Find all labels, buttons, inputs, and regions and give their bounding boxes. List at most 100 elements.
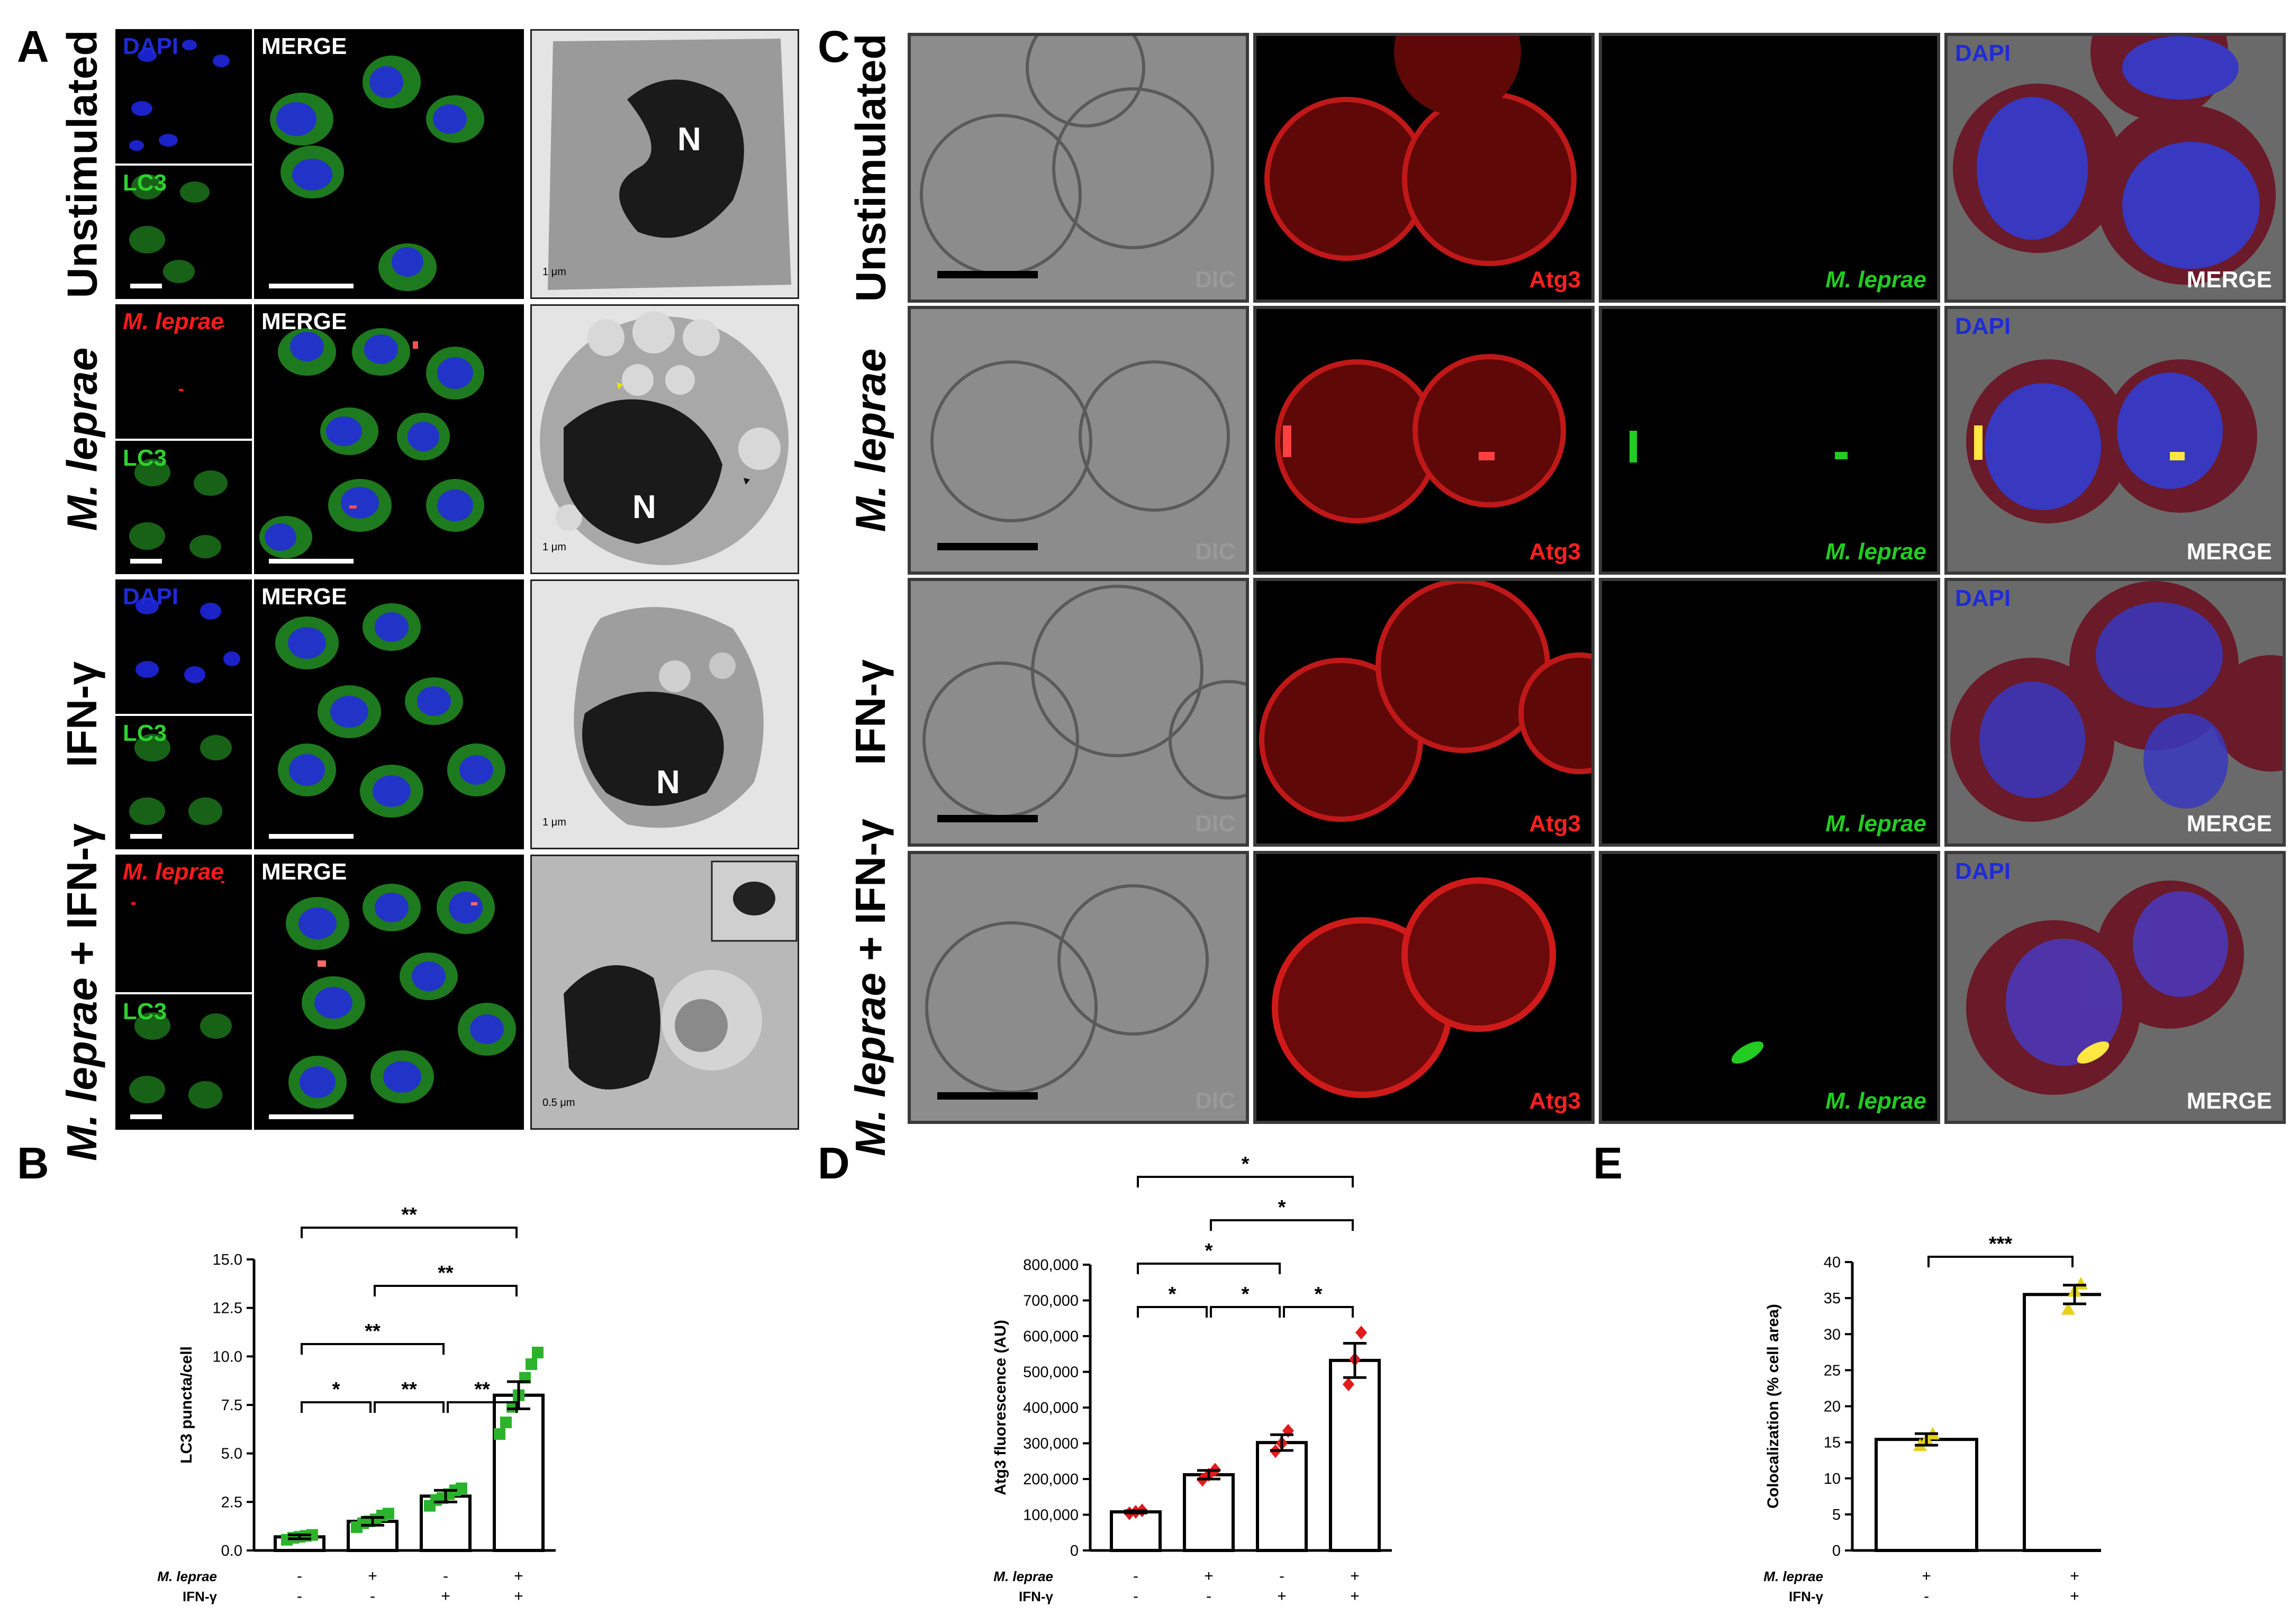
c-unstim-atg3: Atg3	[1253, 33, 1595, 303]
scale-bar	[937, 543, 1038, 550]
a-ml-red-tile: M. leprae	[115, 304, 252, 439]
significance-bracket	[447, 1401, 518, 1413]
significance-bracket	[374, 1285, 518, 1296]
significance-bracket	[374, 1401, 445, 1413]
significance-label: **	[401, 1378, 417, 1401]
row-label-mleprae-ifng: M. leprae + IFN-γ	[847, 819, 894, 1156]
c-ifn-merge: DAPI MERGE	[1944, 578, 2286, 847]
condition-row-label: IFN-γ	[1789, 1589, 1824, 1604]
significance-label: *	[1242, 1153, 1250, 1175]
merge-label: MERGE	[2186, 267, 2272, 293]
significance-label: *	[1315, 1283, 1323, 1305]
merge-image	[270, 56, 484, 291]
nuclei-image	[135, 597, 240, 683]
bar	[1329, 1358, 1381, 1552]
chart-e: 0 5 10 15 20 25 30 35 40 Colocalization (% cell a…	[1731, 1138, 2126, 1614]
mleprae-label: M. leprae	[123, 309, 224, 334]
y-tick-label: 25	[1824, 1362, 1841, 1379]
c-ifn-dic: DIC	[908, 578, 1249, 847]
condition-sign: -	[1924, 1587, 1929, 1605]
bar	[1183, 1473, 1235, 1553]
c-ml-dic: DIC	[908, 306, 1249, 575]
row-label-mleprae: M. leprae	[847, 348, 894, 532]
bar	[1875, 1438, 1978, 1552]
tem-image	[532, 856, 798, 1128]
dic-label: DIC	[1195, 267, 1235, 293]
significance-bracket	[1210, 1306, 1281, 1318]
c-unstim-merge: DAPI MERGE	[1944, 33, 2286, 303]
a-ifn-tem: N 1 μm	[530, 579, 799, 849]
significance-label: ***	[1989, 1233, 2013, 1255]
y-tick-label: 10.0	[213, 1348, 242, 1365]
y-tick-label: 600,000	[1023, 1328, 1079, 1345]
scale-bar	[130, 559, 162, 564]
data-point	[1343, 1377, 1354, 1392]
merge-label: MERGE	[261, 859, 347, 885]
mleprae-label: M. leprae	[1825, 267, 1926, 293]
dic-image	[930, 360, 1230, 522]
chart-b: 0.0 2.5 5.0 7.5 10.0 12.5 15.0 LC3 puncta/cell *…	[148, 1148, 603, 1614]
panel-letter-a: A	[17, 22, 49, 71]
row-label-ifng: IFN-γ	[58, 661, 105, 767]
tem-scale-text: 1 μm	[542, 541, 566, 553]
dic-label: DIC	[1195, 1088, 1235, 1114]
a-ml-tem: N 1 μm	[530, 304, 799, 574]
scale-bar	[269, 834, 354, 839]
condition-row-label: M. leprae	[993, 1568, 1053, 1584]
scale-bar	[937, 271, 1038, 278]
c-unstim-mleprae: M. leprae	[1599, 33, 1940, 303]
data-point	[456, 1482, 467, 1494]
y-tick-label: 700,000	[1023, 1293, 1079, 1310]
y-tick-label: 400,000	[1023, 1400, 1079, 1417]
y-tick-label: 0.0	[221, 1543, 242, 1559]
y-tick-label: 100,000	[1023, 1507, 1079, 1524]
condition-row-label: M. leprae	[1763, 1568, 1823, 1584]
dapi-label: DAPI	[123, 584, 179, 610]
significance-bracket	[301, 1343, 445, 1355]
atg3-label: Atg3	[1529, 1088, 1581, 1114]
condition-sign: +	[368, 1567, 377, 1585]
dapi-label: DAPI	[1955, 313, 2011, 339]
a-mlifn-red-tile: M. leprae	[115, 855, 252, 992]
lc3-image	[129, 1012, 232, 1109]
mleprae-image	[1630, 431, 1848, 462]
lc3-label: LC3	[123, 999, 167, 1024]
y-tick-label: 35	[1824, 1290, 1841, 1307]
y-tick-label: 800,000	[1023, 1257, 1079, 1274]
significance-bracket	[1927, 1256, 2074, 1267]
scale-bar	[937, 1092, 1038, 1100]
y-tick-label: 15	[1824, 1435, 1841, 1451]
significance-bracket	[1137, 1176, 1354, 1187]
scale-bar	[269, 1114, 354, 1119]
scale-bar	[269, 559, 354, 564]
row-label-unstimulated: Unstimulated	[58, 30, 105, 298]
significance-label: *	[1205, 1240, 1213, 1262]
c-ml-merge: DAPI MERGE	[1944, 306, 2286, 575]
y-tick-label: 20	[1824, 1399, 1841, 1416]
significance-label: **	[365, 1320, 381, 1342]
a-ml-lc3-tile: LC3	[115, 441, 252, 574]
condition-sign: -	[1279, 1567, 1284, 1585]
y-tick-label: 300,000	[1023, 1436, 1079, 1453]
condition-sign: +	[2070, 1567, 2079, 1585]
data-point	[494, 1428, 505, 1440]
mleprae-label: M. leprae	[1825, 1088, 1926, 1114]
c-ml-atg3: Atg3	[1253, 306, 1595, 575]
mleprae-image	[131, 881, 224, 905]
chart-e-svg: 0 5 10 15 20 25 30 35 40 Colocalization (% cell a…	[1763, 1233, 2126, 1605]
a-ifn-merge-tile: MERGE	[254, 579, 524, 849]
row-label-mleprae-ifng: M. leprae + IFN-γ	[58, 823, 105, 1161]
chart-d-svg: 0 100,000 200,000 300,000 400,000 500,000 600,…	[992, 1153, 1392, 1605]
significance-label: **	[474, 1378, 490, 1401]
c-unstim-dic: DIC	[908, 33, 1249, 303]
dapi-label: DAPI	[1955, 858, 2011, 884]
a-mlifn-tem: 0.5 μm	[530, 855, 799, 1130]
lc3-image	[129, 174, 210, 283]
significance-bracket	[301, 1227, 518, 1238]
condition-sign: +	[441, 1587, 450, 1605]
scale-bar	[130, 284, 162, 288]
lc3-label: LC3	[123, 170, 167, 196]
panel-letter-b: B	[17, 1138, 49, 1188]
lc3-image	[129, 734, 232, 825]
lc3-image	[129, 459, 228, 558]
